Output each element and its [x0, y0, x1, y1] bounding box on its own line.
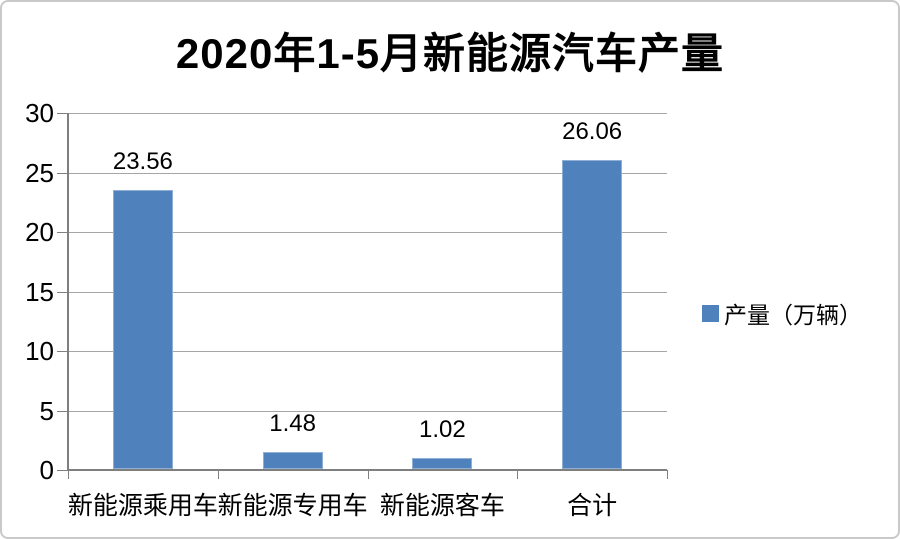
y-tick-label: 10	[25, 336, 54, 366]
y-tick-mark	[57, 172, 69, 174]
x-tick-mark	[68, 470, 69, 479]
legend-label: 产量（万辆）	[724, 302, 862, 328]
bar-value-label: 23.56	[112, 147, 173, 175]
y-tick-label: 25	[25, 157, 54, 188]
x-tick-mark	[667, 470, 668, 479]
y-tick-label: 20	[25, 217, 54, 247]
bar	[112, 189, 173, 469]
x-tick-mark	[367, 470, 369, 479]
chart-title: 2020年1-5月新能源汽车产量	[175, 30, 725, 77]
x-tick-mark	[217, 470, 219, 479]
y-tick-mark	[57, 291, 69, 293]
y-tick-mark	[57, 410, 69, 412]
x-category-label: 新能源客车	[379, 492, 505, 520]
y-gridline	[68, 351, 667, 352]
y-gridline	[68, 232, 667, 233]
y-gridline	[68, 410, 667, 412]
bar-value-label: 26.06	[562, 117, 623, 145]
y-gridline	[68, 172, 667, 174]
y-tick-label: 30	[25, 98, 54, 128]
y-gridline	[68, 291, 667, 293]
x-axis-line	[67, 469, 667, 471]
y-axis-line	[67, 113, 69, 470]
x-category-label: 新能源专用车	[217, 492, 368, 520]
y-gridline	[68, 113, 667, 114]
x-tick-mark	[517, 470, 519, 479]
bar	[412, 457, 473, 469]
y-tick-mark	[57, 232, 69, 233]
x-category-label: 合计	[567, 492, 618, 520]
bar	[562, 159, 623, 469]
y-tick-label: 5	[39, 395, 54, 426]
y-tick-mark	[57, 351, 69, 352]
y-tick-mark	[57, 113, 69, 114]
legend-swatch-icon	[702, 304, 719, 322]
y-tick-label: 0	[39, 455, 54, 485]
y-tick-mark	[57, 470, 69, 471]
bar-value-label: 1.48	[269, 410, 316, 438]
x-category-label: 新能源乘用车	[67, 492, 218, 520]
legend: 产量（万辆）	[702, 296, 862, 330]
bar-value-label: 1.02	[419, 415, 466, 443]
bar	[262, 452, 323, 469]
y-tick-label: 15	[25, 276, 54, 307]
